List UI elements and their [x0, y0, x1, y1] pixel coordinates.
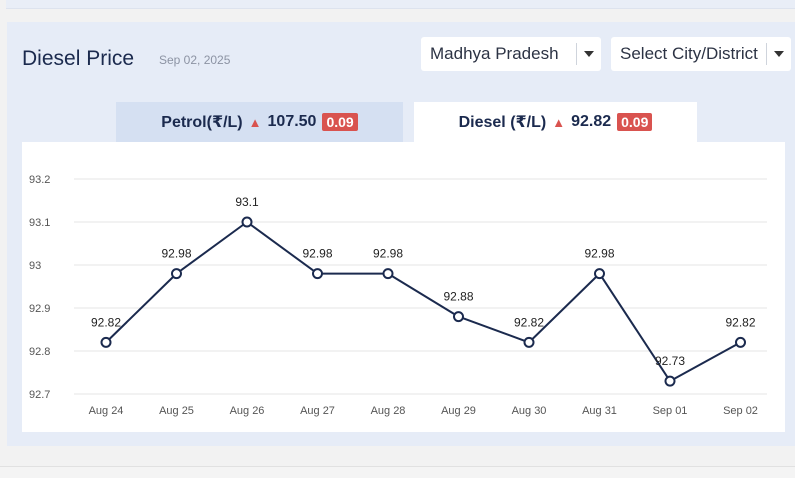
data-label: 92.88 — [443, 290, 473, 304]
price-line-chart: 92.7 92.8 92.9 93 93.1 93.2 Aug 24 Aug 25 Aug 26… — [29, 174, 767, 417]
data-point — [735, 336, 746, 348]
series-line — [105, 221, 741, 383]
x-tick-label: Aug 30 — [512, 405, 547, 417]
data-label: 92.82 — [514, 315, 544, 329]
data-label: 92.82 — [725, 315, 755, 329]
data-label: 92.98 — [302, 247, 332, 261]
y-tick-label: 93 — [29, 260, 41, 272]
data-label: 92.82 — [91, 315, 121, 329]
x-tick-label: Aug 28 — [371, 405, 406, 417]
data-label: 92.98 — [373, 247, 403, 261]
data-point — [241, 216, 253, 228]
diesel-price-card: Diesel Price Sep 02, 2025 Madhya Pradesh… — [7, 22, 795, 446]
arrow-up-icon: ▲ — [248, 114, 262, 130]
tab-petrol-price: 107.50 — [267, 113, 317, 130]
chevron-down-icon[interactable] — [767, 51, 791, 57]
y-tick-label: 92.9 — [29, 303, 50, 315]
city-select-placeholder: Select City/District — [620, 44, 758, 63]
x-tick-label: Aug 31 — [582, 405, 617, 417]
tab-diesel[interactable]: Diesel (₹/L) ▲ 92.82 0.09 — [414, 102, 697, 142]
city-select[interactable]: Select City/District — [611, 37, 791, 71]
x-tick-label: Aug 27 — [300, 405, 335, 417]
next-section-edge — [0, 466, 795, 478]
data-label: 92.73 — [655, 354, 685, 368]
data-label: 93.1 — [235, 195, 259, 209]
data-point — [312, 268, 323, 280]
data-point — [171, 268, 182, 280]
data-label: 92.98 — [161, 247, 191, 261]
x-tick-label: Sep 01 — [653, 405, 688, 417]
y-tick-label: 93.1 — [29, 217, 50, 229]
y-tick-label: 93.2 — [29, 174, 50, 186]
arrow-up-icon: ▲ — [552, 114, 566, 130]
tab-petrol-change-badge: 0.09 — [322, 113, 358, 131]
price-date: Sep 02, 2025 — [159, 53, 231, 67]
data-point — [382, 268, 394, 280]
chevron-down-icon[interactable] — [577, 51, 601, 57]
x-tick-label: Aug 25 — [159, 405, 194, 417]
tab-diesel-price: 92.82 — [571, 113, 612, 130]
select-divider — [576, 43, 577, 65]
select-divider — [766, 43, 767, 65]
tab-petrol[interactable]: Petrol(₹/L) ▲ 107.50 0.09 — [116, 102, 403, 142]
x-tick-label: Aug 29 — [441, 405, 476, 417]
x-tick-label: Sep 02 — [723, 405, 758, 417]
y-tick-label: 92.7 — [29, 389, 50, 401]
data-point — [664, 375, 676, 387]
data-point — [453, 311, 464, 323]
top-strip — [6, 0, 795, 9]
page-title: Diesel Price — [22, 47, 135, 70]
x-tick-label: Aug 24 — [89, 405, 124, 417]
tab-diesel-change-badge: 0.09 — [617, 113, 653, 131]
state-select-value: Madhya Pradesh — [430, 44, 559, 63]
tab-petrol-label: Petrol(₹/L) — [161, 114, 243, 131]
data-label: 92.98 — [584, 247, 614, 261]
state-select[interactable]: Madhya Pradesh — [421, 37, 601, 71]
tab-diesel-label: Diesel (₹/L) — [458, 114, 547, 131]
data-point — [100, 336, 112, 348]
y-tick-label: 92.8 — [29, 346, 50, 358]
x-tick-label: Aug 26 — [230, 405, 265, 417]
data-point — [523, 336, 535, 348]
data-point — [594, 268, 605, 280]
chart-panel: 92.7 92.8 92.9 93 93.1 93.2 Aug 24 Aug 25 Aug 26… — [22, 142, 785, 432]
